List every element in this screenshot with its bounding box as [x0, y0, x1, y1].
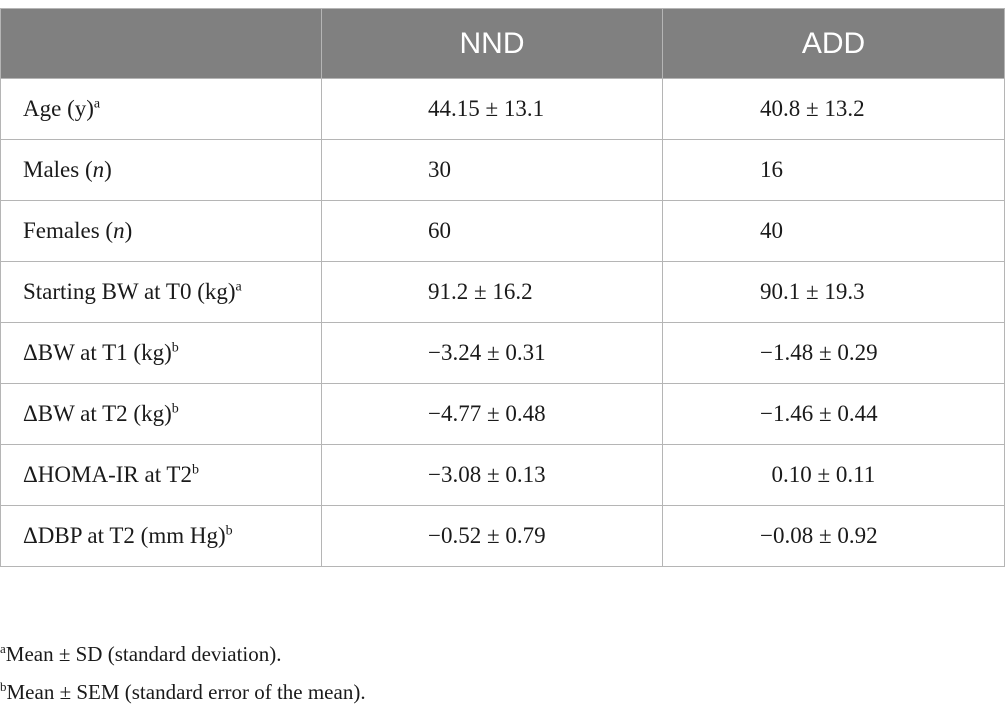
row-label-superscript: b — [191, 462, 199, 478]
nnd-value-text: −0.52 ± 0.79 — [428, 523, 546, 548]
row-label-superscript: b — [171, 401, 179, 417]
table-row: Age (y)a 44.15 ± 13.1 40.8 ± 13.2 — [0, 78, 1005, 140]
add-value-text: 16 — [760, 157, 783, 182]
row-label: Age (y)a — [0, 78, 322, 140]
add-value: 40.8 ± 13.2 — [662, 78, 1005, 140]
row-label: ΔBW at T1 (kg)b — [0, 322, 322, 384]
nnd-value: 30 — [321, 139, 663, 201]
row-label-text: Males ( — [23, 157, 93, 182]
add-value-text: 90.1 ± 19.3 — [760, 279, 865, 304]
row-label-italic: n — [92, 157, 105, 182]
header-blank-cell — [0, 8, 322, 79]
nnd-value-text: −3.08 ± 0.13 — [428, 462, 546, 487]
footnote-mark: a — [0, 641, 6, 656]
footnote-b: bMean ± SEM (standard error of the mean)… — [0, 673, 366, 711]
nnd-value: −4.77 ± 0.48 — [321, 383, 663, 445]
add-value-text: −1.46 ± 0.44 — [760, 401, 878, 426]
add-value: 90.1 ± 19.3 — [662, 261, 1005, 323]
table-row: ΔHOMA-IR at T2b −3.08 ± 0.13 0.10 ± 0.11 — [0, 444, 1005, 506]
header-add: ADD — [662, 8, 1005, 79]
nnd-value-text: −4.77 ± 0.48 — [428, 401, 546, 426]
row-label: Starting BW at T0 (kg)a — [0, 261, 322, 323]
nnd-value: 44.15 ± 13.1 — [321, 78, 663, 140]
table-row: ΔBW at T1 (kg)b −3.24 ± 0.31 −1.48 ± 0.29 — [0, 322, 1005, 384]
data-table: NND ADD Age (y)a 44.15 ± 13.1 40.8 ± 13.2 M… — [0, 8, 1005, 567]
footnote-text: Mean ± SD (standard deviation). — [5, 642, 282, 666]
row-label-superscript: b — [171, 340, 179, 356]
nnd-value-text: −3.24 ± 0.31 — [428, 340, 546, 365]
nnd-value-text: 91.2 ± 16.2 — [428, 279, 533, 304]
footnote-mark: b — [0, 679, 7, 694]
row-label-text: ΔBW at T2 (kg) — [23, 401, 172, 426]
footnote-text: Mean ± SEM (standard error of the mean). — [6, 680, 366, 704]
row-label-text: ΔHOMA-IR at T2 — [23, 462, 192, 487]
row-label-suffix: ) — [104, 157, 112, 182]
row-label-text: Starting BW at T0 (kg) — [23, 279, 236, 304]
row-label: ΔDBP at T2 (mm Hg)b — [0, 505, 322, 567]
nnd-value-text: 30 — [428, 157, 451, 182]
table-row: ΔDBP at T2 (mm Hg)b −0.52 ± 0.79 −0.08 ± 0… — [0, 505, 1005, 567]
row-label-text: Age (y) — [23, 96, 94, 121]
row-label-superscript: b — [225, 523, 233, 539]
row-label-text: Females ( — [23, 218, 114, 243]
add-value: −1.48 ± 0.29 — [662, 322, 1005, 384]
add-value: 0.10 ± 0.11 — [662, 444, 1005, 506]
row-label: Males (n) — [0, 139, 322, 201]
table-row: Starting BW at T0 (kg)a 91.2 ± 16.2 90.1 ±… — [0, 261, 1005, 323]
nnd-value-text: 44.15 ± 13.1 — [428, 96, 545, 121]
row-label-text: ΔDBP at T2 (mm Hg) — [23, 523, 226, 548]
add-value: −1.46 ± 0.44 — [662, 383, 1005, 445]
header-nnd: NND — [321, 8, 663, 79]
row-label-italic: n — [113, 218, 125, 243]
table-row: Males (n) 30 16 — [0, 139, 1005, 201]
nnd-value: −3.08 ± 0.13 — [321, 444, 663, 506]
add-value-text: 40.8 ± 13.2 — [760, 96, 865, 121]
add-value-text: 40 — [760, 218, 783, 243]
row-label: ΔBW at T2 (kg)b — [0, 383, 322, 445]
nnd-value: 91.2 ± 16.2 — [321, 261, 663, 323]
row-label: ΔHOMA-IR at T2b — [0, 444, 322, 506]
nnd-value: 60 — [321, 200, 663, 262]
add-value: −0.08 ± 0.92 — [662, 505, 1005, 567]
nnd-value: −0.52 ± 0.79 — [321, 505, 663, 567]
table-header-row: NND ADD — [0, 8, 1005, 79]
table-row: Females (n) 60 40 — [0, 200, 1005, 262]
nnd-value: −3.24 ± 0.31 — [321, 322, 663, 384]
row-label-text: ΔBW at T1 (kg) — [23, 340, 172, 365]
add-value: 40 — [662, 200, 1005, 262]
row-label: Females (n) — [0, 200, 322, 262]
nnd-value-text: 60 — [428, 218, 451, 243]
footnote-a: aMean ± SD (standard deviation). — [0, 635, 366, 673]
add-value-text: −0.08 ± 0.92 — [760, 523, 878, 548]
add-value-text: −1.48 ± 0.29 — [760, 340, 878, 365]
row-label-suffix: ) — [124, 218, 133, 243]
add-value: 16 — [662, 139, 1005, 201]
footnotes: aMean ± SD (standard deviation). bMean ±… — [0, 635, 366, 711]
row-label-superscript: a — [93, 96, 101, 112]
add-value-text: 0.10 ± 0.11 — [760, 462, 876, 487]
row-label-superscript: a — [235, 279, 242, 295]
table-row: ΔBW at T2 (kg)b −4.77 ± 0.48 −1.46 ± 0.44 — [0, 383, 1005, 445]
